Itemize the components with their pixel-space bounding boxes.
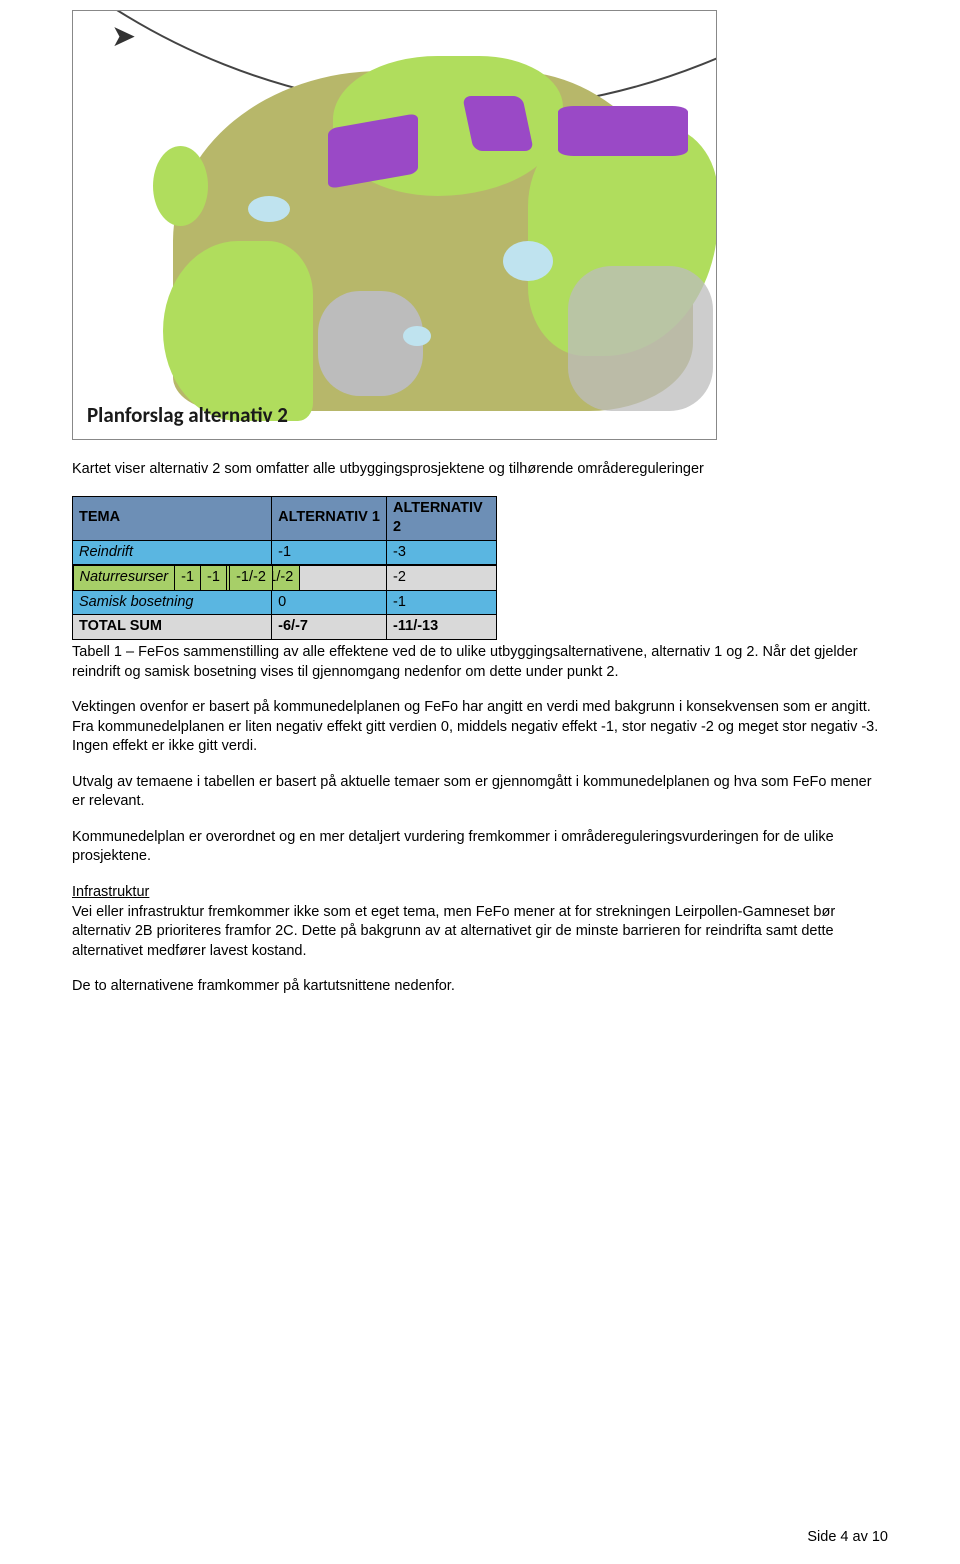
- cell-alt2: -1: [201, 566, 227, 591]
- paragraph-alternatives: De to alternativene framkommer på kartut…: [72, 977, 888, 997]
- effects-table: TEMA ALTERNATIV 1 ALTERNATIV 2 Reindrift…: [72, 496, 497, 640]
- cell-alt2: -3: [387, 540, 497, 565]
- table-row: Naturresurser -1 -1: [73, 565, 227, 591]
- paragraph-selection: Utvalg av temaene i tabellen er basert p…: [72, 773, 888, 812]
- map-lake-2: [503, 241, 553, 281]
- map-zone-urban-east: [568, 266, 713, 411]
- th-alt2: ALTERNATIV 2: [387, 496, 497, 540]
- cell-alt1: -1: [272, 540, 387, 565]
- cell-total-label: TOTAL SUM: [73, 615, 272, 640]
- table-body: Reindrift -1 -3 Friluftsliv -1 -1/-2 Fri…: [73, 540, 497, 639]
- cell-alt2: -1: [387, 590, 497, 615]
- table-row: Reindrift -1 -3: [73, 540, 497, 565]
- paragraph-weighting: Vektingen ovenfor er basert på kommunede…: [72, 698, 888, 757]
- cell-alt1: -1: [175, 566, 201, 591]
- paragraph-infra-body: Vei eller infrastruktur fremkommer ikke …: [72, 904, 835, 959]
- map-zone-green-west: [153, 146, 208, 226]
- map-title: Planforslag alternativ 2: [87, 401, 288, 429]
- map-zone-green-southwest: [163, 241, 313, 421]
- page-footer: Side 4 av 10: [807, 1528, 888, 1548]
- compass-icon: ➤: [111, 17, 136, 58]
- table-caption: Tabell 1 – FeFos sammenstilling av alle …: [72, 643, 888, 682]
- paragraph-infrastruktur: Infrastruktur Vei eller infrastruktur fr…: [72, 883, 888, 961]
- map-figure: ➤ Planforslag alternativ 2: [72, 10, 717, 440]
- cell-label: Naturresurser: [73, 566, 175, 591]
- cell-alt2: -2: [387, 566, 497, 591]
- th-tema: TEMA: [73, 496, 272, 540]
- map-zone-purple-2: [462, 96, 534, 151]
- map-lake-1: [248, 196, 290, 222]
- cell-alt1: 0: [272, 590, 387, 615]
- cell-alt2: -1/-2: [230, 566, 273, 591]
- table-header-row: TEMA ALTERNATIV 1 ALTERNATIV 2: [73, 496, 497, 540]
- th-alt1: ALTERNATIV 1: [272, 496, 387, 540]
- table-total-row: TOTAL SUM -6/-7 -11/-13: [73, 615, 497, 640]
- map-zone-purple-3: [558, 106, 688, 156]
- cell-total-alt1: -6/-7: [272, 615, 387, 640]
- heading-infrastruktur: Infrastruktur: [72, 884, 149, 900]
- map-lake-3: [403, 326, 431, 346]
- table-row: Samisk bosetning 0 -1: [73, 590, 497, 615]
- paragraph-overordnet: Kommunedelplan er overordnet og en mer d…: [72, 828, 888, 867]
- cell-label: Reindrift: [73, 540, 272, 565]
- cell-label: Samisk bosetning: [73, 590, 272, 615]
- cell-total-alt2: -11/-13: [387, 615, 497, 640]
- document-page: ➤ Planforslag alternativ 2 Kartet viser …: [0, 0, 960, 1564]
- intro-text: Kartet viser alternativ 2 som omfatter a…: [72, 460, 888, 480]
